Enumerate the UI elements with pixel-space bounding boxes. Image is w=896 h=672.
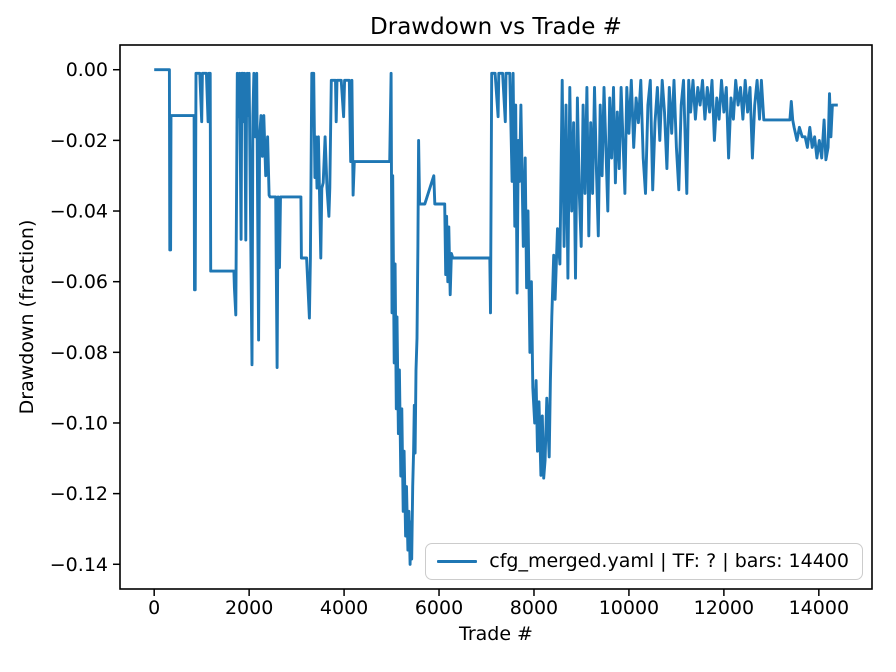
y-axis-label: Drawdown (fraction) [16,219,38,415]
y-tick-label: −0.10 [50,412,108,434]
x-axis-tick-labels: 0 2000 4000 6000 8000 10000 12000 14000 [148,597,849,619]
y-tick-label: −0.08 [50,342,108,364]
drawdown-line [154,68,838,566]
x-axis-label: Trade # [459,623,533,645]
chart-title: Drawdown vs Trade # [370,14,622,40]
legend-line-sample [437,559,478,563]
axes-spines [119,44,873,590]
x-tick-label: 10000 [599,597,659,619]
y-tick-label: −0.12 [50,483,108,505]
x-tick-label: 12000 [694,597,754,619]
x-tick-label: 14000 [789,597,849,619]
x-tick-label: 6000 [415,597,463,619]
x-tick-label: 0 [148,597,160,619]
y-tick-label: −0.06 [50,271,108,293]
y-axis-tick-labels: 0.00 −0.02 −0.04 −0.06 −0.08 −0.10 −0.12 −0.14 [50,59,108,576]
x-tick-label: 4000 [320,597,368,619]
y-axis-ticks [113,68,120,566]
y-tick-label: −0.14 [50,554,108,576]
x-tick-label: 8000 [510,597,558,619]
y-tick-label: 0.00 [66,59,108,81]
x-axis-ticks [153,589,820,596]
y-tick-label: −0.02 [50,130,108,152]
x-tick-label: 2000 [225,597,273,619]
legend: cfg_merged.yaml | TF: ? | bars: 14400 [425,543,863,580]
y-tick-label: −0.04 [50,201,108,223]
legend-label: cfg_merged.yaml | TF: ? | bars: 14400 [489,550,849,572]
